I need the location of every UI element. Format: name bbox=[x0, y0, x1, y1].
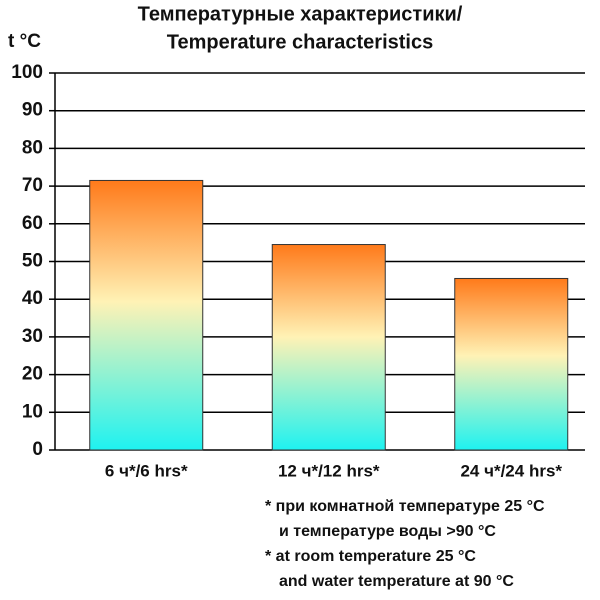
footnote: * при комнатной температуре 25 °C bbox=[265, 498, 545, 515]
footnote: and water temperature at 90 °C bbox=[279, 573, 514, 590]
y-tick-label: 20 bbox=[22, 364, 43, 385]
y-tick-label: 90 bbox=[22, 100, 43, 121]
x-tick-label: 24 ч*/24 hrs* bbox=[460, 461, 562, 480]
y-tick-label: 60 bbox=[22, 213, 43, 234]
bar bbox=[454, 277, 569, 451]
y-tick-label: 40 bbox=[22, 288, 43, 309]
footnote: * at room temperature 25 °C bbox=[265, 548, 476, 565]
y-tick-label: 10 bbox=[22, 401, 43, 422]
x-tick-label: 6 ч*/6 hrs* bbox=[105, 461, 188, 480]
bar bbox=[271, 244, 386, 451]
y-tick-label: 0 bbox=[32, 439, 43, 460]
y-tick-label: 80 bbox=[22, 137, 43, 158]
y-tick-label: 70 bbox=[22, 175, 43, 196]
y-tick-label: 100 bbox=[11, 62, 43, 83]
y-tick-label: 50 bbox=[22, 251, 43, 272]
x-tick-label: 12 ч*/12 hrs* bbox=[278, 461, 380, 480]
y-tick-label: 30 bbox=[22, 326, 43, 347]
footnote: и температуре воды >90 °C bbox=[279, 523, 496, 540]
chart-title: Temperature characteristics bbox=[167, 31, 433, 53]
chart-title: Температурные характеристики/ bbox=[138, 3, 463, 25]
bar bbox=[89, 179, 204, 451]
y-axis-label: t °C bbox=[8, 31, 41, 52]
